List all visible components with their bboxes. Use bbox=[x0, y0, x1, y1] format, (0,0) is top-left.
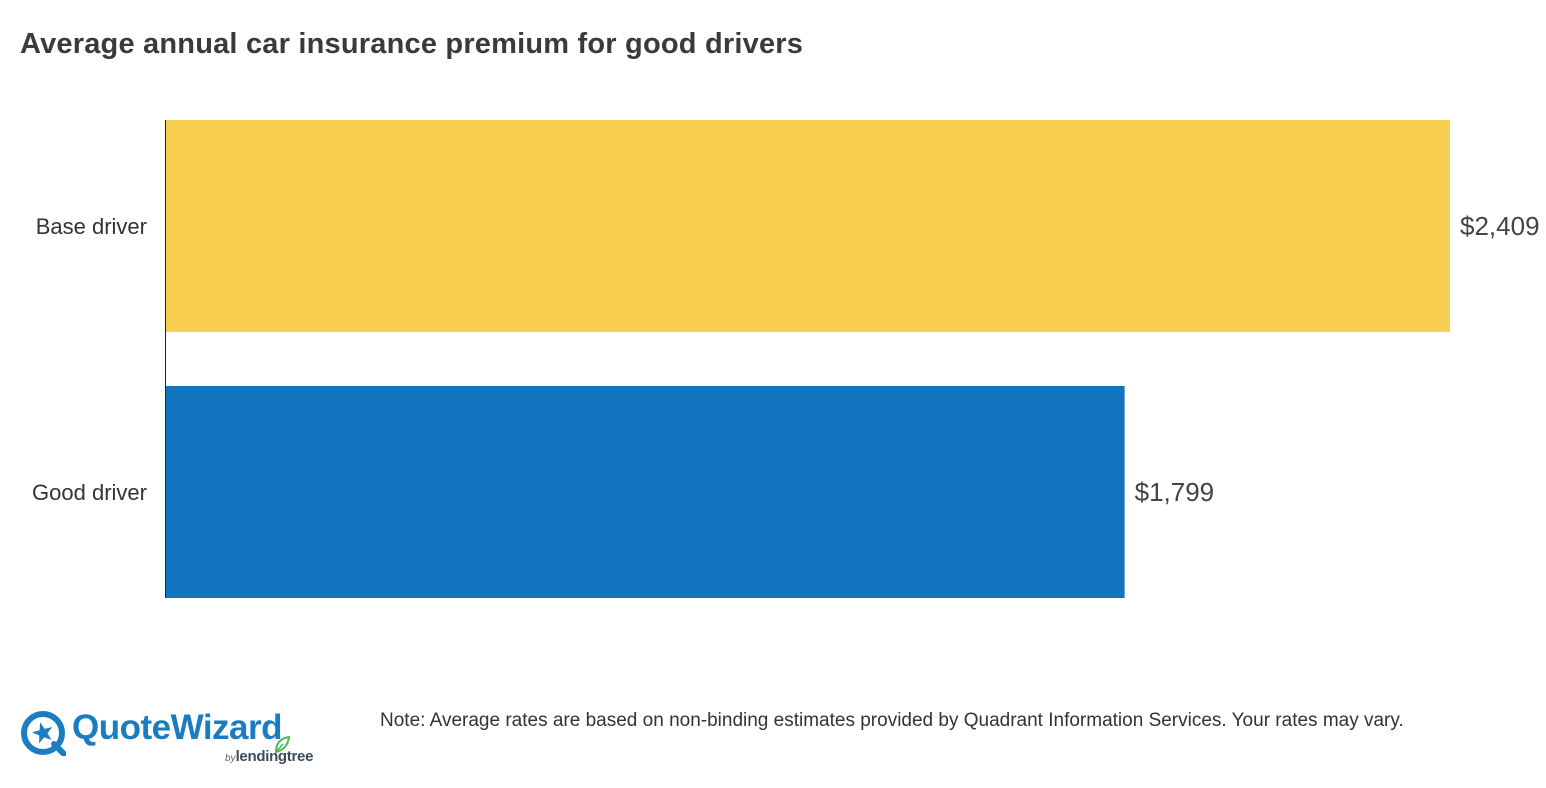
value-label: $1,799 bbox=[1135, 477, 1215, 507]
bar-chart: Base driver $2,409 Good driver $1,799 bbox=[32, 120, 1540, 598]
value-label: $2,409 bbox=[1460, 211, 1540, 241]
category-label: Base driver bbox=[36, 214, 147, 239]
logo-by: by bbox=[225, 753, 236, 764]
quotewizard-logo: QuoteWizard bylendingtree bbox=[20, 708, 350, 774]
chart-title: Average annual car insurance premium for… bbox=[20, 28, 804, 60]
leaf-icon bbox=[274, 736, 290, 754]
bar-base-driver bbox=[165, 120, 1450, 332]
bars-layer: Base driver $2,409 Good driver $1,799 bbox=[32, 120, 1540, 598]
category-label: Good driver bbox=[32, 480, 147, 505]
logo-subline: bylendingtree bbox=[225, 748, 313, 766]
logo-wordmark: QuoteWizard bbox=[72, 708, 283, 747]
star-circle-icon bbox=[21, 711, 66, 756]
logo-lendingtree: lendingtree bbox=[235, 748, 314, 765]
footer-note: Note: Average rates are based on non-bin… bbox=[380, 710, 1404, 731]
bar-good-driver bbox=[165, 386, 1125, 598]
